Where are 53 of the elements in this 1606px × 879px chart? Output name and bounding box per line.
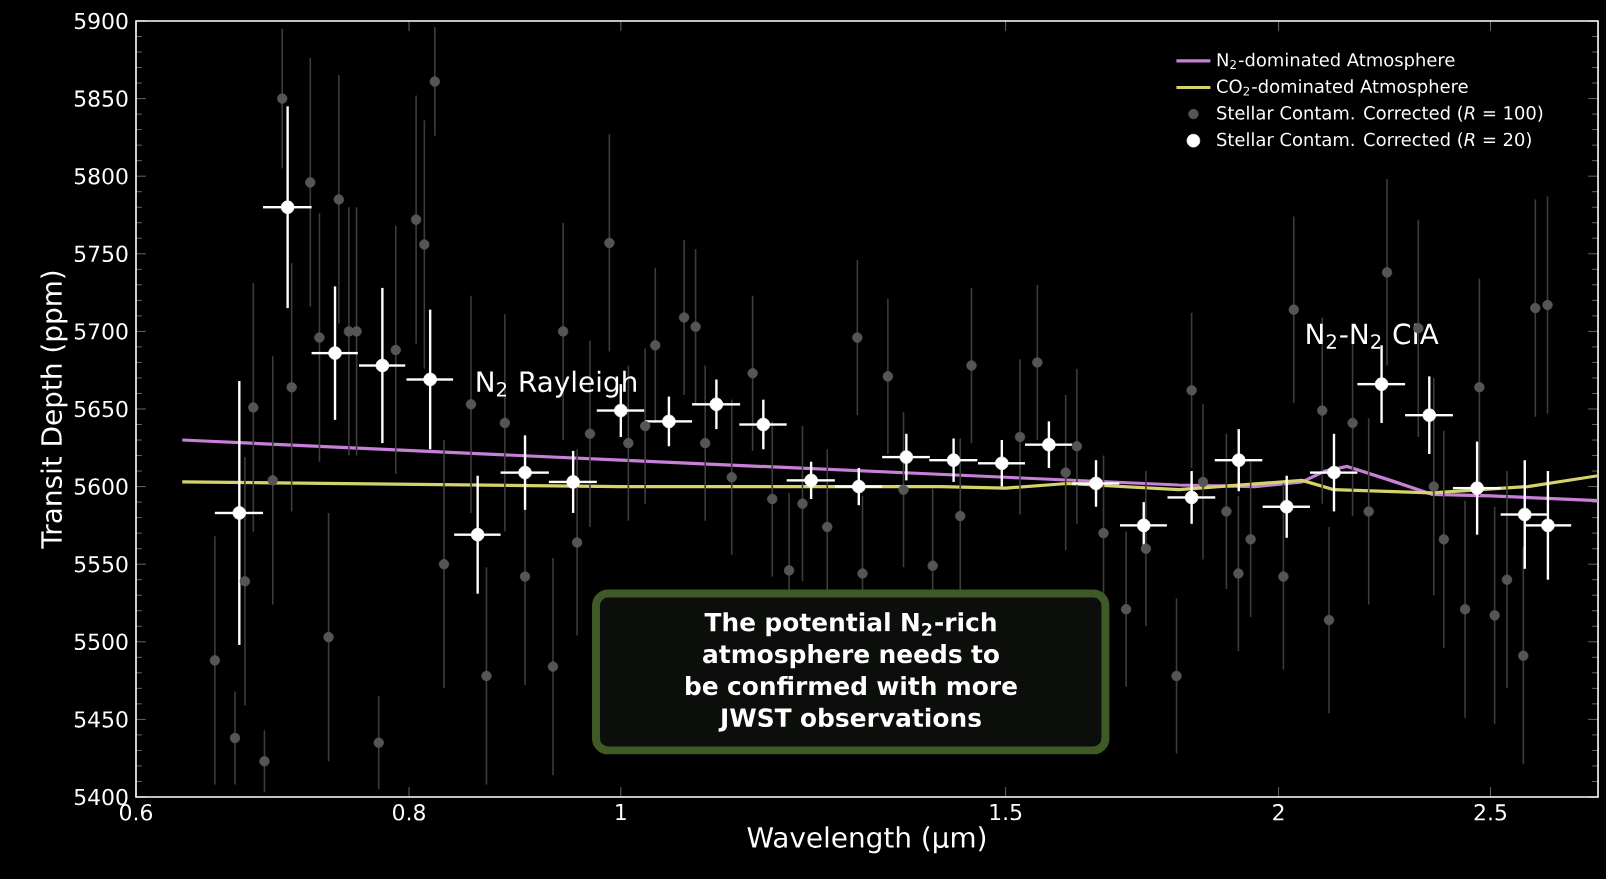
y-tick-label: 5500	[74, 633, 128, 651]
point	[566, 475, 580, 489]
y-tick-label: 5900	[74, 12, 128, 30]
annotation: The potential N$_{2}$-rich atmosphere needs to be confirmed with more JWST observations	[686, 612, 1017, 732]
point	[518, 465, 532, 480]
legend-label: Stellar Contam. Corrected (R = 100)	[1217, 105, 1543, 122]
point	[946, 453, 961, 467]
x-tick-label: 0.6	[120, 804, 153, 821]
legend-label: CO$_{2}$-dominated Atmosphere	[1217, 79, 1468, 97]
legend-label: Stellar Contam. Corrected (R = 20)	[1217, 132, 1531, 149]
point	[1231, 453, 1246, 467]
x-axis-title: Wavelength (µm)	[747, 826, 986, 854]
y-tick-label: 5750	[74, 245, 128, 263]
x-tick-label: 1	[616, 804, 626, 820]
point	[1279, 499, 1294, 514]
point	[1517, 507, 1532, 522]
point	[280, 200, 295, 214]
x-tick-label: 2	[1273, 804, 1284, 821]
point	[995, 456, 1009, 471]
point	[1042, 437, 1056, 452]
point	[709, 397, 724, 412]
point	[1374, 377, 1389, 391]
point	[756, 417, 771, 432]
y-tick-label: 5450	[74, 711, 128, 728]
point	[1422, 408, 1437, 422]
legend-label: N$_{2}$-dominated Atmosphere	[1217, 52, 1455, 70]
y-axis-title: Transit Depth (ppm)	[40, 271, 68, 549]
y-tick-label: 5850	[74, 90, 128, 107]
point	[1184, 490, 1199, 505]
point	[470, 527, 485, 542]
point	[1136, 518, 1151, 533]
x-tick-label: 1.5	[990, 804, 1022, 821]
y-tick-label: 5600	[74, 478, 128, 495]
point	[1470, 481, 1484, 495]
point	[423, 372, 437, 387]
point	[1327, 465, 1341, 480]
x-tick-label: 2.5	[1474, 804, 1506, 821]
point	[662, 414, 676, 429]
point	[614, 403, 628, 418]
y-tick-label: 5800	[74, 167, 128, 185]
y-tick-label: 5550	[74, 555, 128, 573]
y-tick-label: 5650	[74, 400, 128, 418]
x-tick-label: 0.8	[393, 804, 425, 821]
point	[232, 506, 247, 520]
point	[852, 479, 866, 494]
point	[1089, 476, 1103, 491]
point	[899, 450, 914, 464]
annotation: N$_{2}$ Rayleigh	[477, 370, 636, 398]
point	[804, 473, 818, 488]
y-tick-label: 5400	[74, 788, 128, 806]
y-tick-label: 5700	[74, 323, 128, 340]
point	[328, 346, 342, 360]
point	[375, 358, 390, 373]
